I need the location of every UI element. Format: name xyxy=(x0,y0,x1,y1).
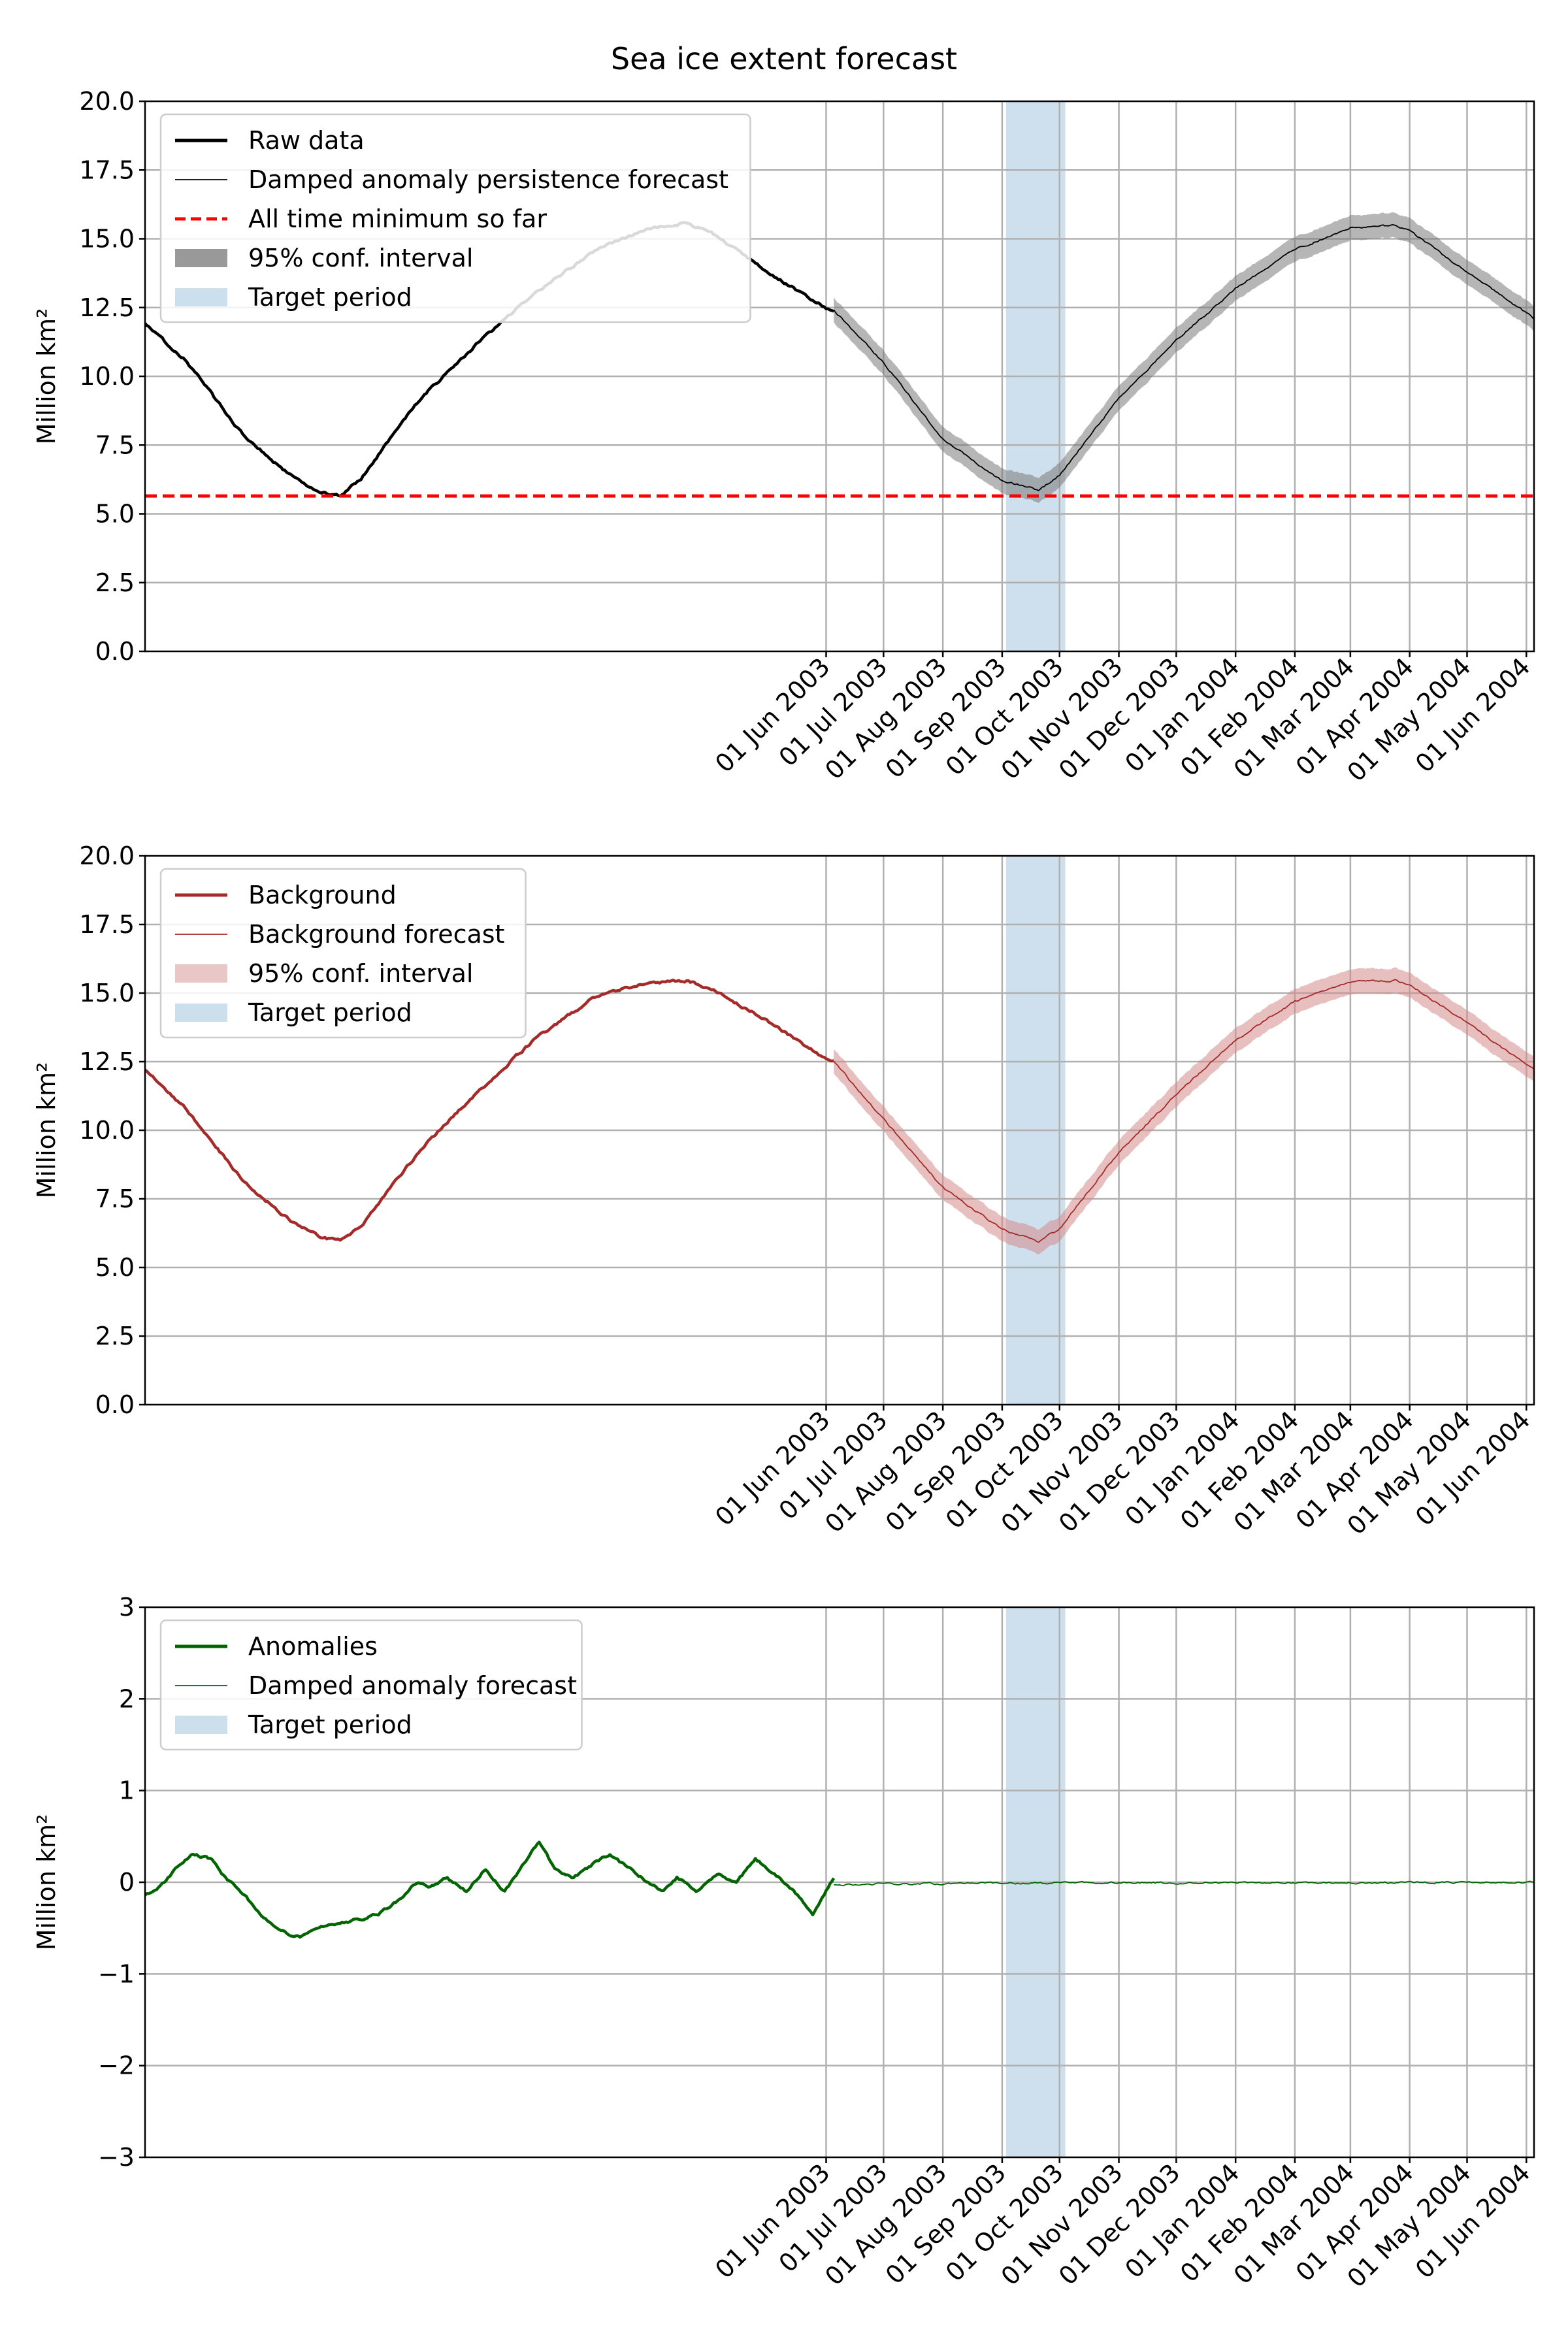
y-tick-label: 15.0 xyxy=(79,979,135,1007)
legend-label: Target period xyxy=(248,998,412,1027)
legend-label: Raw data xyxy=(248,126,365,155)
axes-frame xyxy=(144,855,1535,1406)
y-tick-label: 7.5 xyxy=(95,431,135,459)
legend: Raw data Damped anomaly persistence forec… xyxy=(159,113,751,323)
y-tick-label: 3 xyxy=(119,1593,135,1622)
y-tick-label: 20.0 xyxy=(79,841,135,870)
y-tick-label: 2 xyxy=(119,1684,135,1713)
legend-label: Anomalies xyxy=(248,1632,378,1661)
legend-label: 95% conf. interval xyxy=(248,244,473,272)
legend-label: Background xyxy=(248,881,397,909)
legend-swatch-patch xyxy=(175,288,227,306)
legend-swatch-patch xyxy=(175,249,227,267)
observed-series-line xyxy=(145,1840,836,1939)
y-tick-label: 10.0 xyxy=(79,362,135,391)
panels: 0.02.55.07.510.012.515.017.520.001 Jun 2… xyxy=(32,87,1536,2293)
legend-swatch-patch xyxy=(175,1004,227,1022)
plot-area xyxy=(145,101,1534,651)
legend-swatch-patch xyxy=(175,964,227,983)
legend-label: All time minimum so far xyxy=(248,204,547,233)
y-tick-label: 2.5 xyxy=(95,568,135,597)
legend: Background Background forecast 95% conf. i… xyxy=(159,868,527,1039)
y-tick-label: 12.5 xyxy=(79,293,135,322)
y-tick-label: 2.5 xyxy=(95,1322,135,1350)
legend-label: 95% conf. interval xyxy=(248,959,473,988)
y-tick-label: −3 xyxy=(98,2143,135,2172)
y-tick-label: 1 xyxy=(119,1776,135,1805)
legend: Anomalies Damped anomaly forecast Target p… xyxy=(159,1619,583,1751)
y-tick-label: 0.0 xyxy=(95,637,135,666)
legend-swatch-patch xyxy=(175,1716,227,1734)
y-axis-label: Million km² xyxy=(32,308,61,445)
axes-frame xyxy=(144,100,1535,653)
y-tick-label: 15.0 xyxy=(79,225,135,253)
legend-frame xyxy=(159,1619,583,1751)
legend-label: Damped anomaly persistence forecast xyxy=(248,165,728,194)
forecast-series-line xyxy=(833,979,1534,1243)
y-tick-label: −1 xyxy=(98,1959,135,1988)
y-axis-label: Million km² xyxy=(32,1062,61,1199)
y-tick-label: 17.5 xyxy=(79,155,135,184)
plot-area xyxy=(145,1607,1534,2157)
plot-area xyxy=(145,856,1534,1405)
legend-frame xyxy=(159,868,527,1039)
observed-series-line xyxy=(145,978,834,1242)
legend-label: Target period xyxy=(248,283,412,312)
legend-label: Background forecast xyxy=(248,920,504,949)
legend-label: Target period xyxy=(248,1710,412,1739)
axes-frame xyxy=(144,1606,1535,2159)
y-tick-label: −2 xyxy=(98,2051,135,2080)
y-tick-label: 20.0 xyxy=(79,87,135,116)
legend-frame xyxy=(159,113,751,323)
forecast-series-line xyxy=(834,1880,1534,1887)
y-tick-label: 7.5 xyxy=(95,1184,135,1213)
y-tick-label: 12.5 xyxy=(79,1047,135,1076)
y-tick-label: 0 xyxy=(119,1868,135,1897)
y-tick-label: 5.0 xyxy=(95,1253,135,1282)
y-tick-label: 0.0 xyxy=(95,1390,135,1419)
figure-title: Sea ice extent forecast xyxy=(611,41,957,76)
y-tick-label: 17.5 xyxy=(79,910,135,939)
legend-label: Damped anomaly forecast xyxy=(248,1671,577,1700)
y-tick-label: 10.0 xyxy=(79,1116,135,1145)
y-tick-label: 5.0 xyxy=(95,500,135,529)
y-axis-label: Million km² xyxy=(32,1814,61,1951)
forecast-series-line xyxy=(833,224,1534,491)
